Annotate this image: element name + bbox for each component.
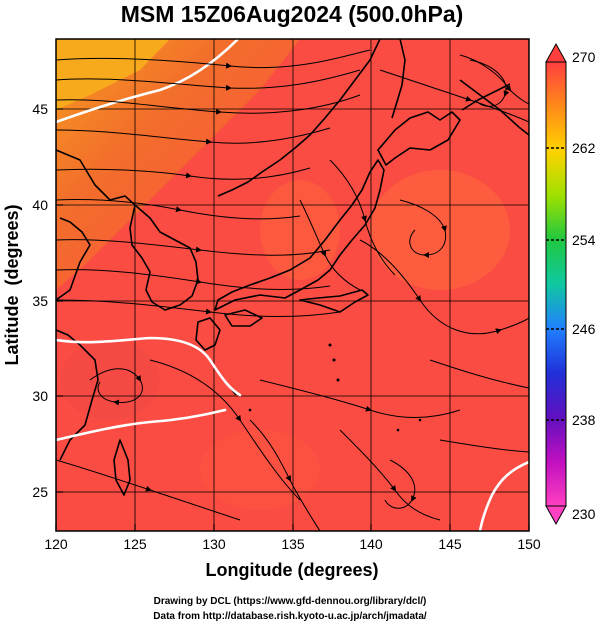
colorbar-tick-label: 254 — [572, 232, 596, 248]
x-tick-label: 130 — [202, 536, 226, 552]
x-tick-labels: 120 125 130 135 140 145 150 — [44, 536, 541, 552]
colorbar-body — [545, 61, 567, 507]
credit-data-source: Data from http://database.rish.kyoto-u.a… — [153, 611, 427, 622]
y-tick-labels: 25 30 35 40 45 — [32, 101, 48, 500]
y-tick-label: 25 — [32, 484, 48, 500]
cool-patch-southwest — [60, 340, 160, 420]
islands — [248, 343, 422, 432]
credit-drawing: Drawing by DCL (https://www.gfd-dennou.o… — [154, 596, 427, 607]
x-tick-label: 140 — [359, 536, 383, 552]
colorbar-tick-label: 238 — [572, 412, 596, 428]
yellow-region-corner — [56, 39, 170, 110]
x-axis-label: Longitude (degrees) — [205, 560, 378, 580]
colorbar-bottom-arrow — [545, 505, 567, 526]
x-tick-label: 135 — [281, 536, 305, 552]
colorbar-top-arrow — [545, 42, 567, 63]
colorbar-tick-label: 270 — [572, 49, 596, 65]
x-tick-label: 150 — [517, 536, 541, 552]
warm-patch-center — [260, 180, 340, 280]
tick-marks — [55, 108, 530, 531]
y-axis-label: Latitude (degrees) — [2, 204, 22, 365]
warm-patch-south — [200, 430, 320, 510]
x-tick-label: 145 — [438, 536, 462, 552]
colorbar: 270 262 254 246 238 230 — [545, 42, 596, 526]
y-tick-label: 45 — [32, 101, 48, 117]
colorbar-tick-label: 246 — [572, 321, 596, 337]
map-title: MSM 15Z06Aug2024 (500.0hPa) — [121, 1, 464, 27]
streamlines — [56, 49, 529, 531]
warm-patch-east — [370, 170, 510, 290]
temperature-contours — [56, 39, 529, 531]
y-tick-label: 40 — [32, 197, 48, 213]
y-tick-label: 30 — [32, 388, 48, 404]
colorbar-tick-label: 262 — [572, 140, 596, 156]
colorbar-tick-label: 230 — [572, 506, 596, 522]
x-tick-label: 125 — [123, 536, 147, 552]
y-tick-label: 35 — [32, 293, 48, 309]
x-tick-label: 120 — [44, 536, 68, 552]
plot-area — [56, 39, 529, 531]
